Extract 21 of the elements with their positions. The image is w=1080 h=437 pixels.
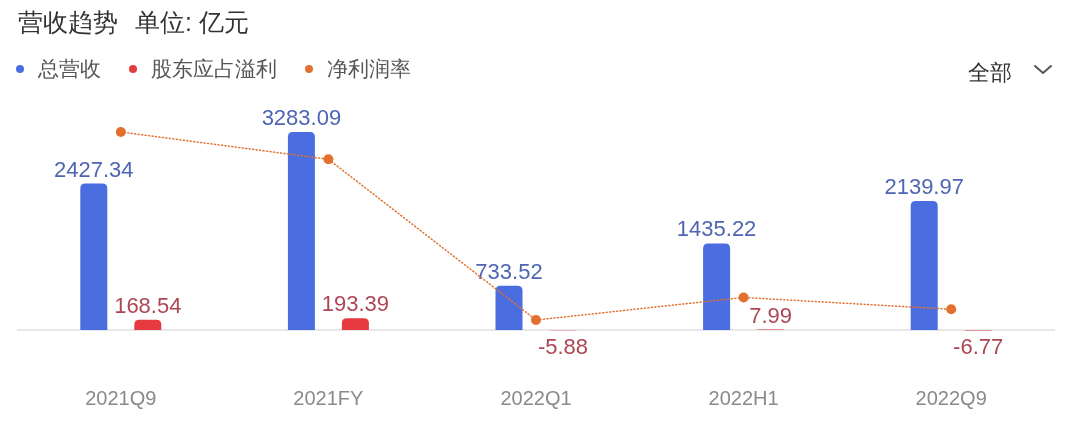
data-label: 193.39 — [321, 291, 390, 317]
data-label: 733.52 — [475, 258, 543, 284]
data-label: 3283.09 — [261, 105, 342, 130]
x-tick-label: 2022Q1 — [500, 387, 572, 409]
x-tick-label: 2021FY — [293, 387, 364, 409]
data-label: 1435.22 — [676, 216, 757, 242]
x-tick-label: 2021Q9 — [85, 387, 157, 409]
x-tick-label: 2022Q9 — [915, 387, 987, 409]
data-label: 2427.34 — [54, 156, 134, 182]
annotation: 全部 — [968, 60, 1012, 85]
x-tick-label: 2022H1 — [708, 387, 779, 409]
legend-label: 股东应占溢利 — [151, 57, 277, 80]
data-label: -6.77 — [953, 333, 1004, 359]
subtitle: 单位: 亿元 — [135, 8, 249, 36]
data-label: -5.88 — [537, 333, 589, 359]
data-label: 168.54 — [114, 292, 182, 318]
legend-label: 净利润率 — [327, 57, 411, 80]
legend-label: 总营收 — [38, 57, 101, 80]
data-label: 2139.97 — [884, 173, 964, 199]
title: 营收趋势 — [18, 8, 118, 36]
data-label: 7.99 — [749, 302, 792, 328]
